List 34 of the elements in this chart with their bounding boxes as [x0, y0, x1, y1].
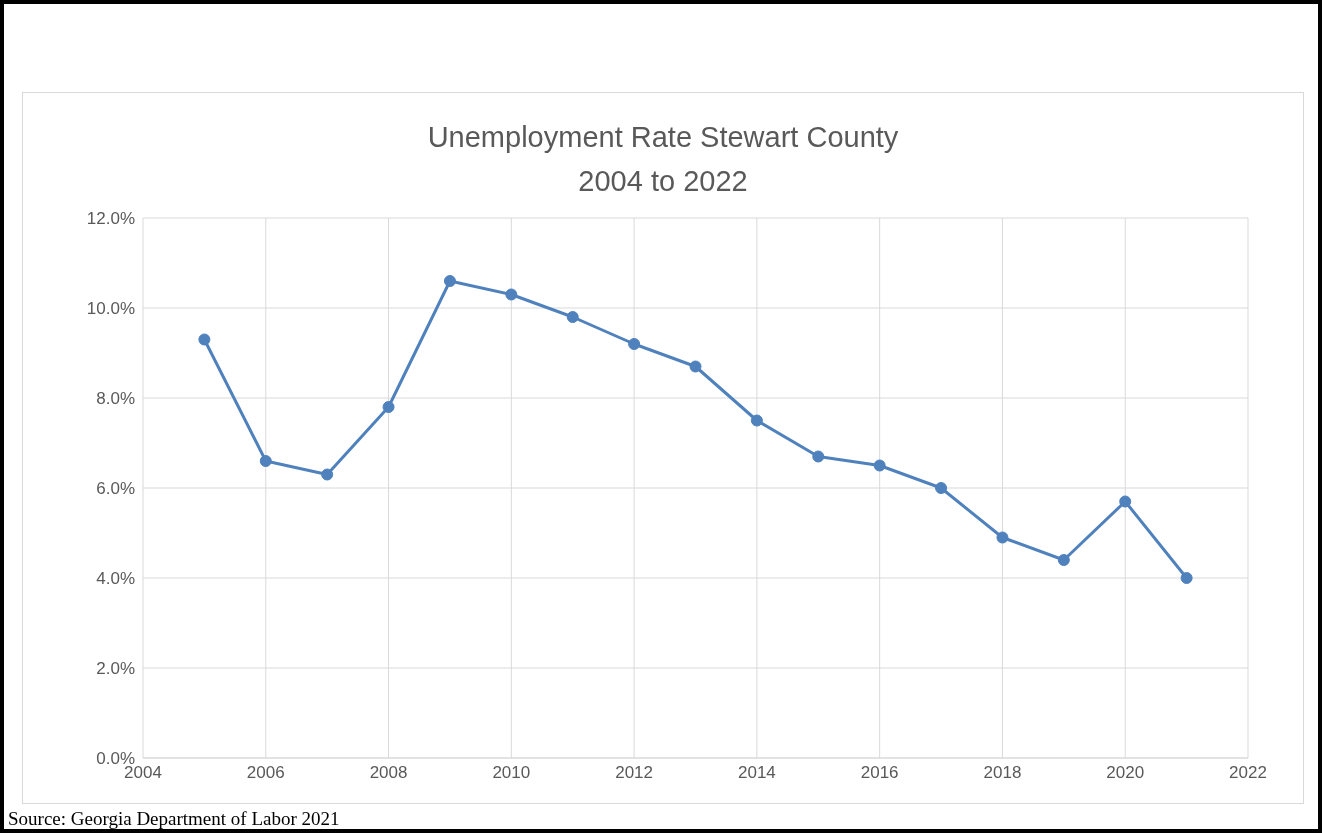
x-tick-label: 2018	[983, 763, 1022, 783]
point	[382, 401, 395, 413]
y-tick-label: 10.0%	[86, 299, 135, 319]
source-note: Source: Georgia Department of Labor 2021	[8, 808, 340, 830]
point	[628, 338, 641, 350]
x-tick-label: 2016	[860, 763, 899, 783]
y-tick-label: 2.0%	[96, 659, 135, 679]
x-tick-label: 2008	[369, 763, 408, 783]
point	[935, 482, 948, 494]
x-tick-label: 2006	[246, 763, 285, 783]
point	[443, 275, 456, 287]
point	[812, 450, 825, 463]
y-tick-label: 4.0%	[96, 569, 135, 589]
y-tick-label: 6.0%	[96, 479, 135, 499]
y-tick-label: 8.0%	[96, 389, 135, 409]
x-tick-label: 2010	[492, 763, 531, 783]
point	[750, 414, 763, 427]
x-tick-label: 2012	[615, 763, 654, 783]
point	[873, 459, 886, 472]
chart-title: Unemployment Rate Stewart County 2004 to 2022	[426, 120, 900, 199]
x-tick-label: 2014	[737, 763, 776, 783]
point	[259, 455, 272, 467]
point	[1057, 554, 1070, 566]
point	[689, 360, 702, 373]
point	[566, 311, 579, 323]
point	[505, 288, 518, 301]
point	[996, 531, 1009, 544]
point	[321, 468, 334, 481]
x-tick-label: 2020	[1106, 763, 1145, 783]
y-tick-label: 12.0%	[86, 209, 135, 229]
point	[198, 333, 211, 346]
point	[1119, 495, 1132, 508]
x-tick-label: 2022	[1229, 763, 1267, 783]
point	[1180, 572, 1193, 584]
